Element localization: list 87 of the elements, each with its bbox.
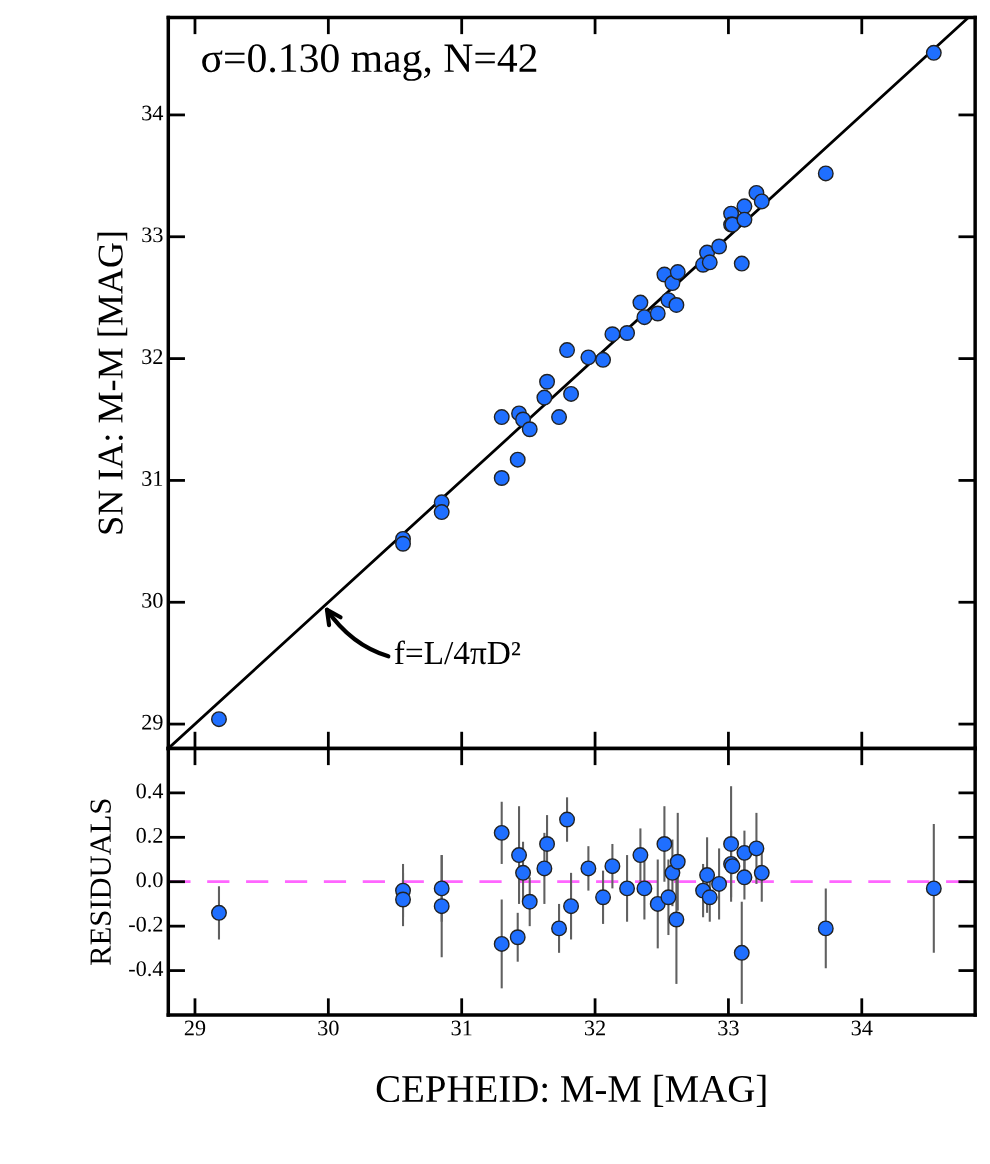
y-tick-label: 0.0: [136, 872, 163, 888]
point: [668, 911, 685, 928]
point: [817, 920, 834, 937]
point: [395, 535, 411, 552]
point: [433, 880, 450, 897]
point: [551, 409, 568, 426]
point: [595, 351, 612, 368]
point: [536, 389, 553, 406]
point: [701, 889, 718, 906]
y-tick-label: 0.2: [136, 827, 163, 843]
y-tick-label: -0.4: [129, 961, 164, 977]
x-axis-title: CEPHEID: M-M [MAG]: [376, 1074, 766, 1107]
point: [733, 255, 750, 272]
x-tick-label: 30: [318, 1020, 339, 1036]
point: [210, 711, 227, 728]
y-tick-label: 30: [142, 592, 163, 608]
point: [736, 198, 753, 215]
point: [660, 889, 677, 906]
point: [656, 835, 673, 852]
point: [563, 385, 580, 402]
point: [493, 470, 510, 486]
point: [817, 165, 834, 182]
y-tick-label: 0.4: [136, 783, 164, 799]
y-axis-title: RESIDUALS: [90, 799, 111, 965]
point: [733, 944, 750, 961]
point: [511, 847, 528, 864]
y-tick-label: 29: [142, 714, 163, 730]
point: [619, 880, 636, 897]
point: [701, 254, 718, 271]
point: [753, 864, 770, 881]
x-tick-label: 34: [851, 1020, 873, 1036]
point: [580, 860, 597, 877]
point: [521, 421, 538, 438]
y-tick-label: 32: [142, 349, 163, 365]
point: [521, 893, 538, 910]
y-axis-title: SN IA: M-M [MAG]: [97, 232, 128, 534]
point: [604, 326, 621, 343]
point: [711, 238, 728, 255]
point: [649, 305, 666, 322]
point: [925, 880, 942, 897]
point: [604, 858, 621, 875]
annotation: σ=0.130 mag, N=42: [202, 44, 537, 81]
point: [595, 889, 612, 906]
point: [210, 904, 227, 921]
y-tick-label: 34: [142, 105, 164, 121]
x-tick-label: 31: [451, 1020, 472, 1036]
annotation: f=L/4πD²: [394, 640, 521, 665]
point: [493, 935, 510, 952]
point: [536, 860, 553, 877]
point: [619, 325, 636, 341]
point: [509, 929, 526, 946]
point: [433, 504, 450, 521]
point: [669, 264, 686, 281]
y-tick-label: 31: [142, 471, 163, 486]
point: [493, 409, 510, 426]
point: [748, 840, 765, 857]
point: [395, 891, 411, 908]
point: [632, 294, 649, 311]
point: [636, 880, 653, 897]
point: [669, 853, 686, 870]
point: [493, 824, 510, 841]
point: [515, 864, 532, 881]
point: [551, 920, 568, 937]
point: [539, 373, 556, 390]
point: [433, 898, 450, 915]
point: [753, 193, 770, 210]
x-tick-label: 33: [718, 1020, 739, 1036]
point: [711, 875, 728, 892]
point: [580, 349, 597, 366]
point: [559, 342, 576, 359]
point: [699, 867, 716, 884]
point: [509, 451, 526, 468]
point: [736, 211, 753, 228]
point: [563, 898, 580, 915]
y-tick-label: 33: [142, 227, 163, 243]
x-tick-label: 32: [585, 1020, 605, 1036]
y-tick-label: -0.2: [129, 916, 163, 932]
point: [925, 44, 942, 61]
point: [736, 844, 753, 861]
point: [632, 847, 649, 864]
point: [539, 835, 556, 852]
point: [723, 835, 740, 852]
point: [559, 811, 576, 828]
point: [736, 869, 753, 886]
point: [636, 309, 653, 326]
x-tick-label: 29: [184, 1020, 206, 1036]
point: [668, 297, 685, 313]
